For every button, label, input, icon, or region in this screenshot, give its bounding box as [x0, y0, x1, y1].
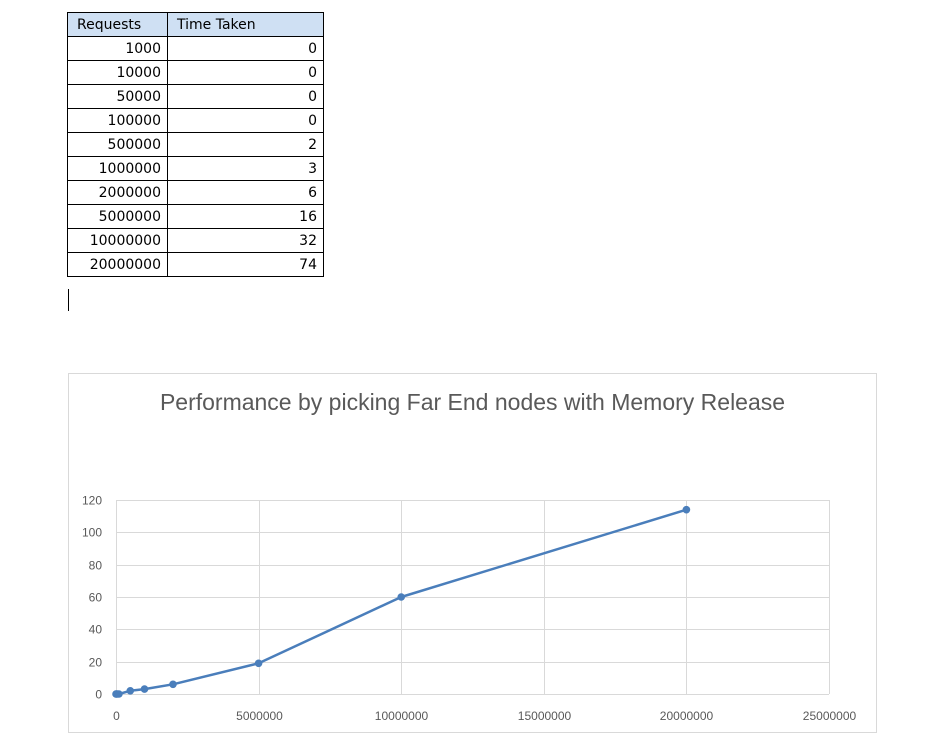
table-row: 10000 0 [67, 60, 324, 85]
cell-requests[interactable]: 1000000 [67, 156, 168, 181]
data-point[interactable] [254, 659, 263, 668]
cell-requests[interactable]: 10000 [67, 60, 168, 85]
cell-requests[interactable]: 10000000 [67, 228, 168, 253]
table-row: 100000 0 [67, 108, 324, 133]
cell-time-taken[interactable]: 0 [167, 36, 324, 61]
y-tick-label: 80 [89, 559, 103, 573]
data-point[interactable] [397, 593, 406, 601]
y-tick-label: 60 [89, 591, 103, 605]
cell-time-taken[interactable]: 6 [167, 180, 324, 205]
table-row: 10000000 32 [67, 228, 324, 253]
cell-cursor [68, 289, 69, 311]
cell-time-taken[interactable]: 74 [167, 252, 324, 277]
table-row: 20000000 74 [67, 252, 324, 277]
cell-requests[interactable]: 500000 [67, 132, 168, 157]
y-tick-label: 120 [82, 494, 102, 508]
cell-time-taken[interactable]: 3 [167, 156, 324, 181]
chart-title: Performance by picking Far End nodes wit… [159, 389, 786, 415]
data-point[interactable] [140, 685, 149, 693]
data-point[interactable] [126, 687, 135, 695]
header-time-taken[interactable]: Time Taken [167, 12, 324, 37]
data-point[interactable] [115, 690, 123, 698]
table-row: 50000 0 [67, 84, 324, 109]
table-row: 2000000 6 [67, 180, 324, 205]
cell-time-taken[interactable]: 0 [167, 84, 324, 109]
table-row: 1000000 3 [67, 156, 324, 181]
cell-requests[interactable]: 20000000 [67, 252, 168, 277]
cell-time-taken[interactable]: 0 [167, 108, 324, 133]
x-tick-label: 10000000 [375, 709, 429, 723]
cell-time-taken[interactable]: 2 [167, 132, 324, 157]
header-requests[interactable]: Requests [67, 12, 168, 37]
cell-time-taken[interactable]: 32 [167, 228, 324, 253]
table-row: 500000 2 [67, 132, 324, 157]
cell-requests[interactable]: 2000000 [67, 180, 168, 205]
x-tick-label: 25000000 [803, 709, 857, 723]
series-layer [112, 505, 691, 698]
cell-time-taken[interactable]: 16 [167, 204, 324, 229]
grid-layer [116, 500, 830, 695]
y-tick-label: 20 [89, 656, 103, 670]
y-tick-label: 0 [95, 688, 102, 702]
x-tick-label: 0 [113, 709, 120, 723]
table-row: 1000 0 [67, 36, 324, 61]
x-tick-label: 5000000 [236, 709, 283, 723]
chart-area[interactable]: Performance by picking Far End nodes wit… [68, 373, 877, 733]
data-point[interactable] [169, 680, 177, 689]
requests-table: Requests Time Taken 1000 0 10000 0 50000 0 100… [67, 12, 324, 277]
x-tick-label: 15000000 [518, 709, 572, 723]
x-tick-label: 20000000 [660, 709, 714, 723]
chart-plot: 0 20 40 60 80 100 120 0 5000000 10000000 15000000… [82, 494, 857, 724]
cell-requests[interactable]: 5000000 [67, 204, 168, 229]
y-tick-label: 40 [89, 623, 103, 637]
cell-requests[interactable]: 1000 [67, 36, 168, 61]
cell-requests[interactable]: 100000 [67, 108, 168, 133]
cell-requests[interactable]: 50000 [67, 84, 168, 109]
y-axis-ticks: 0 20 40 60 80 100 120 [82, 494, 102, 702]
table-header-row: Requests Time Taken [67, 12, 324, 37]
data-point[interactable] [682, 505, 691, 514]
y-tick-label: 100 [82, 526, 102, 540]
table-row: 5000000 16 [67, 204, 324, 229]
cell-time-taken[interactable]: 0 [167, 60, 324, 85]
table-body: 1000 0 10000 0 50000 0 100000 0 500000 2 1000000 3 2… [67, 36, 324, 277]
x-axis-ticks: 0 5000000 10000000 15000000 20000000 25000000 [113, 709, 856, 723]
